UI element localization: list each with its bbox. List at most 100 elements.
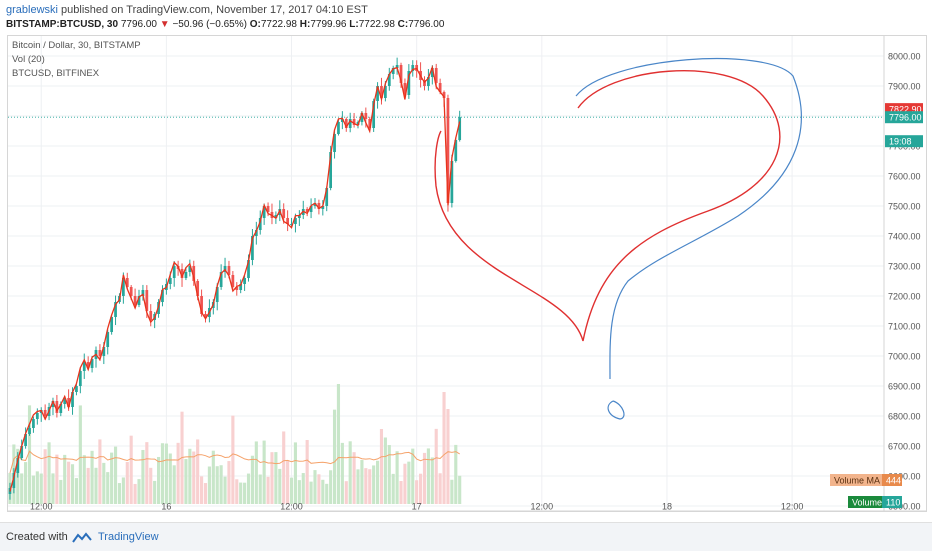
candle-body [446,98,450,203]
candle-body [215,287,219,302]
volume-bar [164,443,168,504]
volume-bar [289,477,294,504]
down-arrow-icon: ▼ [159,19,170,30]
candle-body [407,71,411,95]
candle-body [24,434,27,446]
volume-bar [211,450,215,504]
candle-body [282,209,286,218]
candle-body [427,77,430,86]
volume-bar [383,437,387,504]
volume-bar [458,475,462,504]
volume-bar [274,452,278,504]
volume-bar [403,463,407,504]
candle-body [192,266,196,281]
volume-bar [454,444,458,504]
candle-body [372,101,376,128]
volume-bar [215,466,219,504]
price-chart[interactable]: 8000.007900.007800.007700.007600.007500.… [8,36,926,511]
candle-body [286,218,289,224]
price-label-bg [885,135,923,148]
time-axis[interactable]: 12:00 16 12:00 17 12:00 18 12:00 [8,502,926,512]
volume-bar [24,462,28,504]
candle-body [86,362,90,368]
low-label: L: [349,19,359,30]
time-tick-label: 17 [412,502,422,512]
volume-ma-line [9,450,460,474]
change-value: −50.96 (−0.65%) [172,19,247,30]
candle-body [450,161,454,203]
volume-bar [321,479,325,504]
volume-bar [332,409,337,504]
candle-body [78,371,82,386]
question-mark-drawing [575,57,802,420]
candle-body [204,314,207,317]
candle-body [321,206,325,209]
candle-body [141,290,145,296]
symbol-ohlc-line: BITSTAMP:BTCUSD, 30 7796.00 ▼ −50.96 (−0… [6,19,444,30]
volume-bar [125,462,129,504]
volume-bar [43,449,47,504]
candle-body [235,287,239,290]
volume-bar [446,409,450,504]
volume-bar [172,465,176,504]
candle-body [43,410,47,416]
volume-value: 110 [886,498,900,508]
volume-bar [55,454,59,504]
candlesticks [8,57,462,500]
price-tick-label: 7000.00 [888,352,921,362]
volume-bar [47,442,51,504]
volume-bar [329,470,333,504]
volume-bar [270,452,274,504]
publish-line: grablewski published on TradingView.com,… [6,4,368,16]
volume-value-bg [882,496,902,508]
volume-bar [153,480,157,504]
candle-body [67,398,70,407]
time-tick-label: 12:00 [280,502,303,512]
volume-bar [129,435,133,504]
volume-bar [317,474,321,504]
chart-pane[interactable]: 8000.007900.007800.007700.007600.007500.… [7,35,927,512]
candle-body [106,332,110,347]
volume-bar [426,448,430,504]
candle-body [102,347,106,356]
volume-bar [266,476,270,504]
candle-body [399,65,403,83]
candle-body [344,119,348,128]
created-with-text: Created with [6,531,68,543]
author-link[interactable]: grablewski [6,4,58,16]
volume-bar [313,470,317,504]
candle-body [63,398,67,404]
candle-body [262,206,266,218]
candle-body [110,317,114,332]
last-price: 7796.00 [120,19,157,30]
volume-bar [90,450,94,504]
volume-bar [113,446,118,504]
time-tick-label: 18 [662,502,672,512]
candle-body [75,386,78,392]
high-value: 7799.96 [310,19,347,30]
volume-bar [278,468,282,504]
candle-body [188,266,192,272]
volume-bar [63,454,67,504]
candle-body [59,404,63,413]
volume-bar [407,461,411,504]
candle-body [258,218,262,230]
time-tick-label: 12:00 [781,502,804,512]
candle-body [98,350,102,356]
candle-body [309,206,313,212]
compare-line-btcusd-bitfinex [9,64,461,492]
volume-labels: Volume MA 444 Volume 110 [830,474,902,508]
tradingview-link[interactable]: TradingView [98,531,159,543]
candle-body [227,266,231,275]
volume-label-bg [848,496,882,508]
volume-bar [168,453,172,504]
volume-bar [74,478,79,504]
volume-bar [94,467,98,504]
grid-lines [8,36,884,511]
candle-body [161,290,164,302]
candle-body [274,215,278,218]
volume-bar [254,441,258,504]
candle-body [368,119,372,128]
candle-body [297,215,301,218]
